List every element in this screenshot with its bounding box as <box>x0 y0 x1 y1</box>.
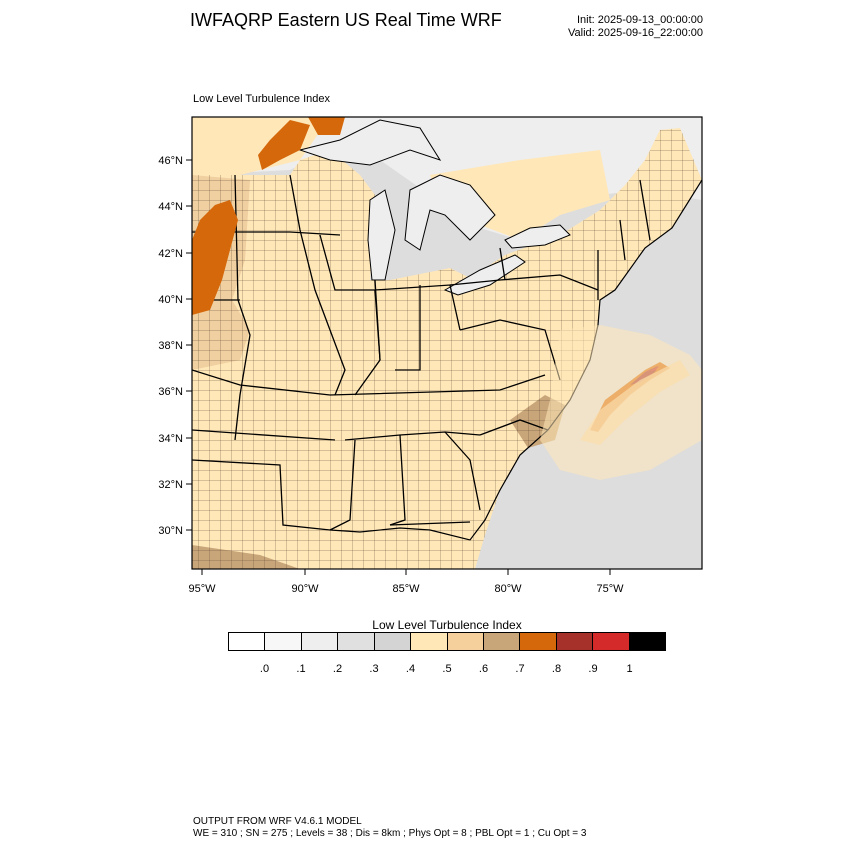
colorbar <box>228 632 666 651</box>
colorbar-swatch <box>411 633 448 650</box>
colorbar-swatch <box>374 633 412 650</box>
colorbar-swatch <box>629 633 666 650</box>
colorbar-tick-label: .5 <box>442 663 452 675</box>
turbulence-map: 46°N 44°N 42°N 40°N 38°N 36°N 34°N 32°N … <box>158 116 703 595</box>
colorbar-tick-label: .7 <box>515 663 525 675</box>
lake-erie <box>443 254 526 296</box>
colorbar-tick-label: .9 <box>588 663 598 675</box>
colorbar-tick-label: .0 <box>259 663 270 675</box>
county-lines <box>192 128 702 569</box>
lon-label: 90°W <box>291 583 319 595</box>
init-time: Init: 2025-09-13_00:00:00 <box>577 14 703 26</box>
footer-line1: OUTPUT FROM WRF V4.6.1 MODEL <box>193 816 362 827</box>
plot-title: IWFAQRP Eastern US Real Time WRF <box>190 10 502 30</box>
model-footer: OUTPUT FROM WRF V4.6.1 MODEL WE = 310 ; … <box>193 816 586 840</box>
lat-label: 42°N <box>158 248 183 260</box>
run-times: Init: 2025-09-13_00:00:00 Valid: 2025-09… <box>520 14 703 40</box>
colorbar-tick-label: .3 <box>369 663 379 675</box>
colorbar-swatch <box>556 633 594 650</box>
lake-ontario <box>504 224 571 249</box>
iowa-hotspot <box>192 200 238 315</box>
colorbar-tick-label: .2 <box>332 663 343 675</box>
lake-huron <box>404 174 496 251</box>
colorbar-tick-label: .1 <box>296 663 306 675</box>
plot-variable-label: Low Level Turbulence Index <box>193 93 330 105</box>
colorbar-swatch <box>301 633 339 650</box>
minnesota-hotspot <box>258 120 310 170</box>
lake-superior <box>298 119 442 166</box>
canada-hotspot <box>308 117 345 135</box>
colorbar-tick-label: .8 <box>551 663 562 675</box>
colorbar-swatch <box>593 633 630 650</box>
lake-michigan <box>367 189 396 281</box>
map-frame <box>191 116 703 570</box>
lat-label: 34°N <box>158 433 183 445</box>
lon-label: 85°W <box>392 583 420 595</box>
lat-label: 40°N <box>158 294 183 306</box>
colorbar-swatch <box>229 633 266 650</box>
colorbar-tick-label: 1 <box>626 663 633 675</box>
lat-label: 38°N <box>158 340 183 352</box>
lon-label: 80°W <box>494 583 522 595</box>
offshore-tan <box>540 325 702 480</box>
colorbar-title: Low Level Turbulence Index <box>372 618 522 632</box>
valid-time: Valid: 2025-09-16_22:00:00 <box>568 27 703 39</box>
colorbar-swatch <box>520 633 557 650</box>
lon-label: 75°W <box>596 583 624 595</box>
lon-ticks <box>201 569 611 575</box>
lat-ticks <box>186 159 192 531</box>
colorbar-swatch <box>265 633 302 650</box>
lat-label: 36°N <box>158 386 183 398</box>
lon-label: 95°W <box>188 583 216 595</box>
colorbar-tick-label: .6 <box>478 663 489 675</box>
state-boundaries <box>192 174 651 531</box>
lat-label: 44°N <box>158 201 183 213</box>
colorbar-swatch <box>447 633 484 650</box>
lat-label: 32°N <box>158 479 183 491</box>
lat-label: 46°N <box>158 155 183 167</box>
lat-label: 30°N <box>158 525 183 537</box>
colorbar-swatch <box>483 633 521 650</box>
footer-line2: WE = 310 ; SN = 275 ; Levels = 38 ; Dis … <box>193 828 587 839</box>
colorbar-tick-label: .4 <box>405 663 416 675</box>
colorbar-swatch <box>338 633 375 650</box>
